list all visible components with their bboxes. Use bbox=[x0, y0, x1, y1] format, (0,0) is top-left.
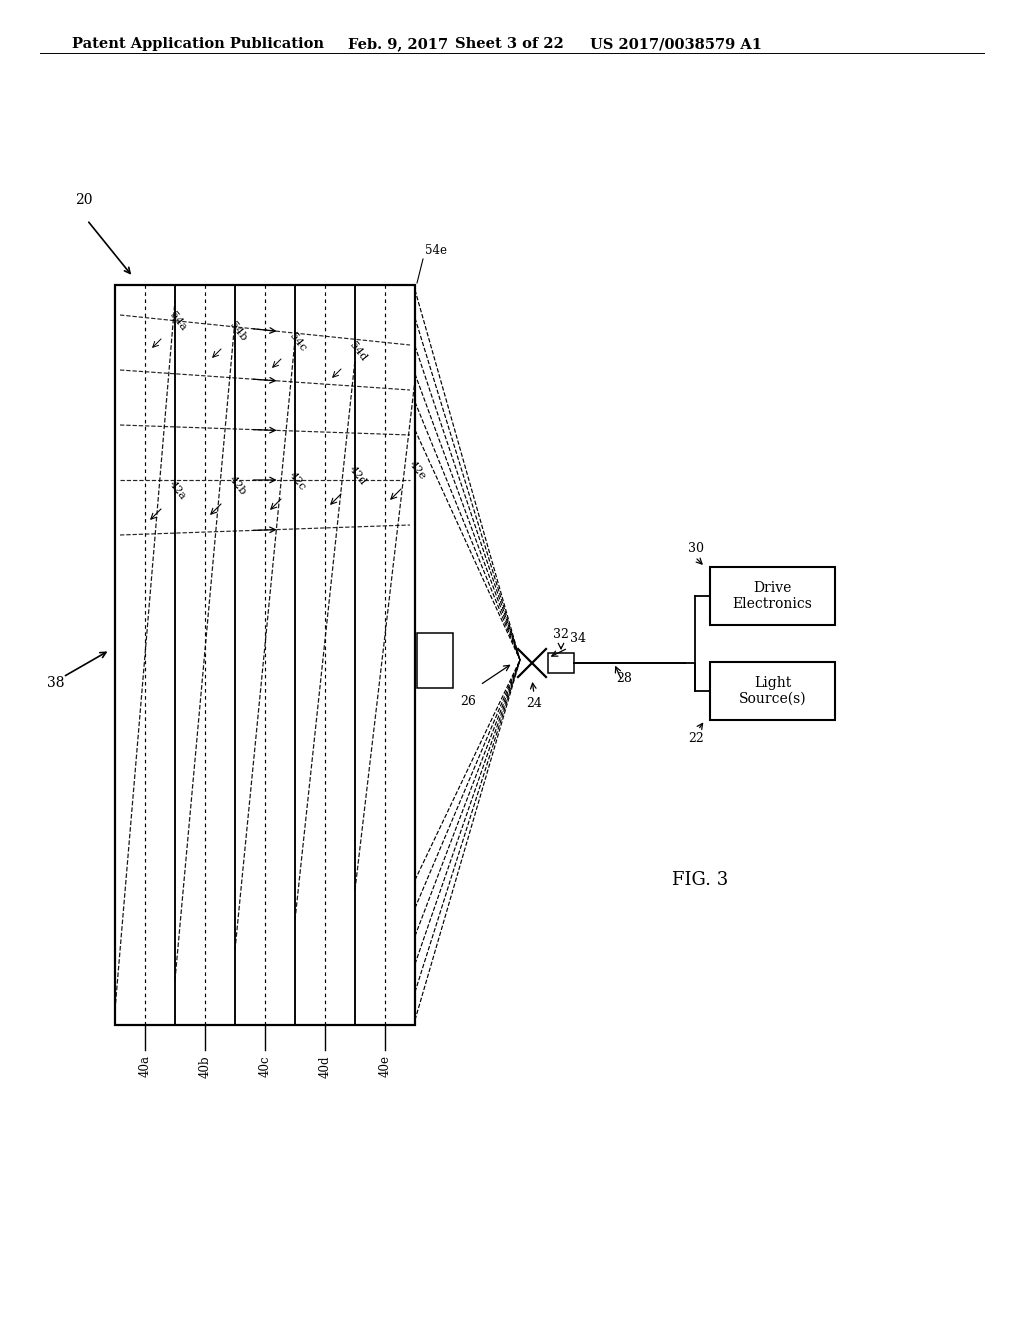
Text: Patent Application Publication: Patent Application Publication bbox=[72, 37, 324, 51]
Text: 42b: 42b bbox=[227, 474, 248, 498]
Text: 34: 34 bbox=[570, 632, 586, 645]
Text: 40d: 40d bbox=[318, 1055, 332, 1077]
Text: 54b: 54b bbox=[227, 319, 248, 343]
Text: 42e: 42e bbox=[407, 459, 428, 482]
Text: 42c: 42c bbox=[287, 470, 307, 492]
Text: 54a: 54a bbox=[167, 310, 187, 333]
Text: 40e: 40e bbox=[379, 1055, 391, 1077]
Text: 26: 26 bbox=[460, 696, 476, 708]
Text: Drive
Electronics: Drive Electronics bbox=[732, 581, 812, 611]
Text: 38: 38 bbox=[47, 676, 65, 690]
Text: 54d: 54d bbox=[347, 341, 368, 363]
Text: Sheet 3 of 22: Sheet 3 of 22 bbox=[455, 37, 564, 51]
Text: 42d: 42d bbox=[347, 465, 368, 487]
Text: 54c: 54c bbox=[287, 331, 307, 352]
Text: 32: 32 bbox=[553, 628, 569, 642]
Text: 40b: 40b bbox=[199, 1055, 212, 1077]
Text: 28: 28 bbox=[616, 672, 632, 685]
Text: 42a: 42a bbox=[167, 479, 187, 502]
Text: Feb. 9, 2017: Feb. 9, 2017 bbox=[348, 37, 449, 51]
Text: US 2017/0038579 A1: US 2017/0038579 A1 bbox=[590, 37, 762, 51]
Text: 40c: 40c bbox=[258, 1055, 271, 1077]
Text: 30: 30 bbox=[688, 543, 705, 554]
Text: 40a: 40a bbox=[138, 1055, 152, 1077]
Text: 20: 20 bbox=[75, 193, 92, 207]
Text: 24: 24 bbox=[526, 697, 542, 710]
Text: 54e: 54e bbox=[425, 244, 447, 257]
Text: Light
Source(s): Light Source(s) bbox=[738, 676, 806, 706]
Text: FIG. 3: FIG. 3 bbox=[672, 871, 728, 888]
Text: 22: 22 bbox=[688, 733, 703, 744]
